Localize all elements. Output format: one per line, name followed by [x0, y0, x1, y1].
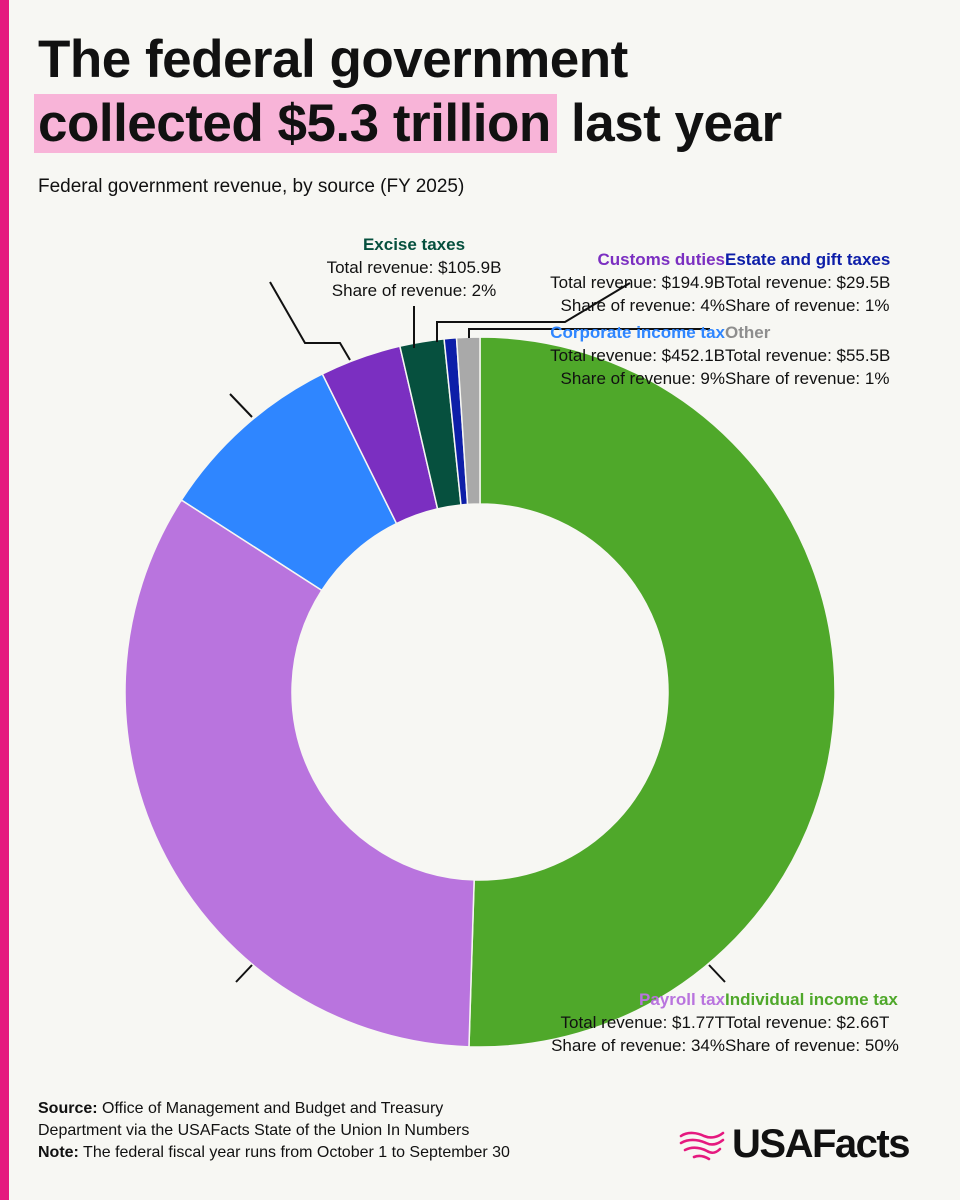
label-estate: Estate and gift taxes Total revenue: $29.…	[725, 248, 890, 317]
footer: Source: Office of Management and Budget …	[38, 1098, 510, 1164]
label-title-estate: Estate and gift taxes	[725, 250, 891, 269]
label-title-individual: Individual income tax	[725, 990, 898, 1009]
label-total-individual: Total revenue: $2.66T	[725, 1013, 890, 1032]
usafacts-logo[interactable]: USAFacts	[678, 1122, 910, 1167]
label-share-payroll: Share of revenue: 34%	[551, 1036, 725, 1055]
label-customs: Customs duties Total revenue: $194.9B Shar…	[550, 248, 725, 317]
accent-bar	[0, 0, 9, 1200]
leader-line-payroll	[235, 964, 253, 983]
label-title-customs: Customs duties	[597, 250, 725, 269]
leader-line-customs	[269, 281, 351, 361]
source-label: Source:	[38, 1100, 98, 1117]
label-title-payroll: Payroll tax	[639, 990, 725, 1009]
label-total-customs: Total revenue: $194.9B	[550, 273, 725, 292]
source-line-2: Department via the USAFacts State of the…	[38, 1122, 470, 1139]
leader-line-other	[468, 328, 710, 338]
label-total-corporate: Total revenue: $452.1B	[550, 346, 725, 365]
label-excise: Excise taxes Total revenue: $105.9B Share …	[327, 233, 502, 302]
source-line-1: Source: Office of Management and Budget …	[38, 1098, 510, 1120]
label-individual: Individual income tax Total revenue: $2.6…	[725, 988, 899, 1057]
note-line: Note: The federal fiscal year runs from …	[38, 1142, 510, 1164]
label-total-payroll: Total revenue: $1.77T	[560, 1013, 725, 1032]
label-corporate: Corporate income tax Total revenue: $452.…	[550, 321, 725, 390]
label-title-other: Other	[725, 323, 771, 342]
usa-map-icon	[679, 1131, 725, 1160]
title-rest: last year	[556, 94, 782, 153]
label-total-excise: Total revenue: $105.9B	[326, 258, 502, 277]
note-text: The federal fiscal year runs from Octobe…	[78, 1144, 510, 1161]
leader-line-estate	[436, 282, 631, 342]
page-title: The federal government collected $5.3 tr…	[34, 28, 782, 156]
label-share-customs: Share of revenue: 4%	[560, 296, 725, 315]
label-share-other: Share of revenue: 1%	[725, 369, 890, 388]
slice-individual	[468, 336, 836, 1048]
source-text: Office of Management and Budget and Trea…	[97, 1100, 444, 1117]
chart-subtitle: Federal government revenue, by source (F…	[38, 176, 465, 197]
leader-line-corporate	[229, 393, 253, 418]
label-total-estate: Total revenue: $29.5B	[725, 273, 891, 292]
leader-line-individual	[708, 964, 726, 983]
slice-other	[455, 336, 481, 506]
slice-payroll	[124, 498, 475, 1048]
title-highlight: collected $5.3 trillion	[34, 94, 557, 153]
logo-wordmark: USAFacts	[732, 1122, 910, 1166]
label-share-individual: Share of revenue: 50%	[725, 1036, 899, 1055]
title-line-2: collected $5.3 trillion last year	[34, 92, 782, 156]
label-title-excise: Excise taxes	[362, 235, 466, 254]
note-label: Note:	[38, 1144, 79, 1161]
label-other: Other Total revenue: $55.5B Share of reven…	[725, 321, 890, 390]
label-share-estate: Share of revenue: 1%	[725, 296, 890, 315]
title-line-1: The federal government	[38, 30, 628, 89]
label-title-corporate: Corporate income tax	[550, 323, 725, 342]
label-share-excise: Share of revenue: 2%	[331, 281, 497, 300]
label-payroll: Payroll tax Total revenue: $1.77T Share of…	[551, 988, 725, 1057]
label-share-corporate: Share of revenue: 9%	[560, 369, 725, 388]
label-total-other: Total revenue: $55.5B	[725, 346, 891, 365]
